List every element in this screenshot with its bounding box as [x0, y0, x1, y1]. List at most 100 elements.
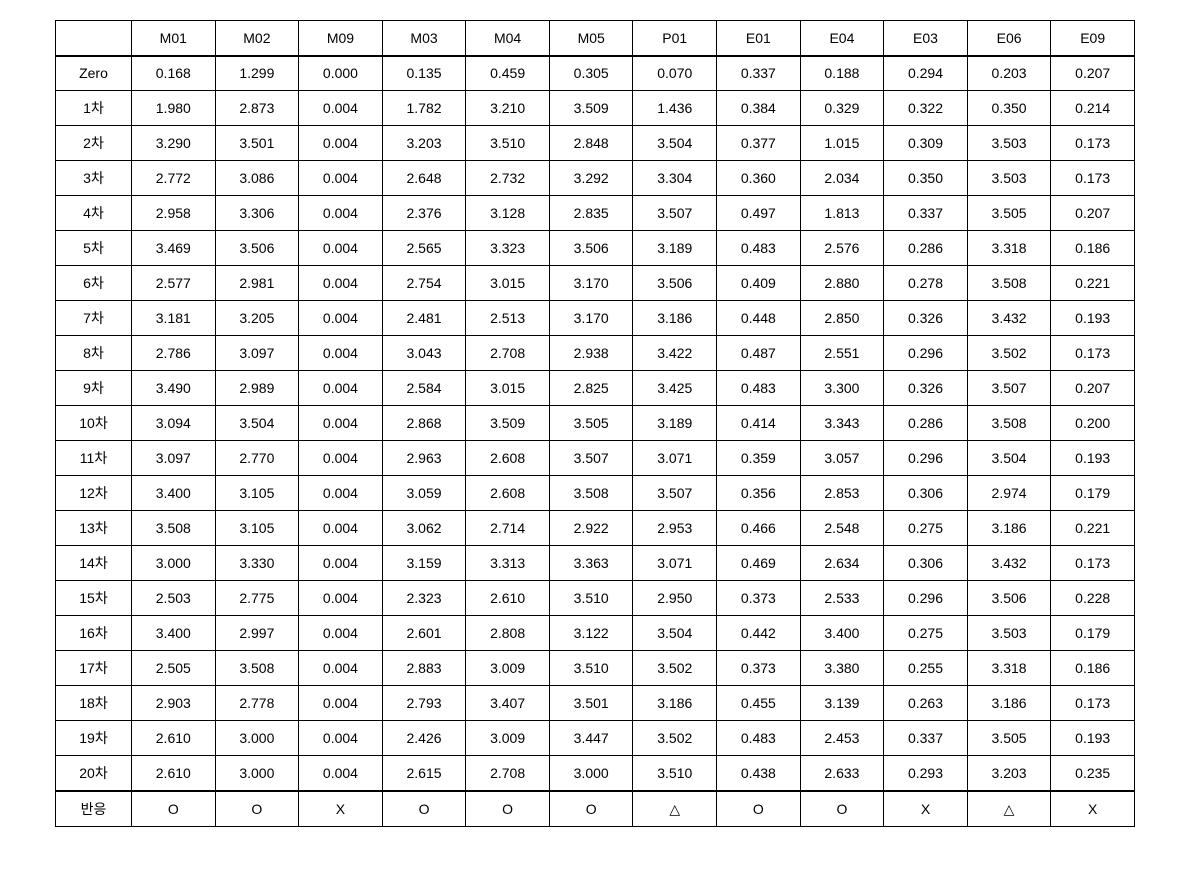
table-row: 8차2.7863.0970.0043.0432.7082.9383.4220.4…	[56, 336, 1135, 371]
table-cell: 3.510	[633, 756, 717, 792]
row-label: 5차	[56, 231, 132, 266]
table-cell: 3.105	[215, 511, 299, 546]
table-cell: 0.004	[299, 511, 383, 546]
row-label: 8차	[56, 336, 132, 371]
table-cell: 0.278	[884, 266, 968, 301]
table-cell: 0.004	[299, 371, 383, 406]
table-cell: 3.094	[132, 406, 216, 441]
table-cell: O	[800, 791, 884, 827]
table-cell: 3.203	[967, 756, 1051, 792]
table-cell: 3.203	[382, 126, 466, 161]
table-cell: 0.296	[884, 336, 968, 371]
table-cell: 0.255	[884, 651, 968, 686]
table-cell: 3.318	[967, 651, 1051, 686]
table-cell: 3.306	[215, 196, 299, 231]
table-cell: 3.508	[132, 511, 216, 546]
table-cell: 2.850	[800, 301, 884, 336]
table-cell: 3.508	[967, 266, 1051, 301]
table-cell: △	[633, 791, 717, 827]
table-cell: 3.506	[215, 231, 299, 266]
table-cell: 0.384	[717, 91, 801, 126]
table-cell: 3.323	[466, 231, 550, 266]
table-cell: 0.286	[884, 231, 968, 266]
table-cell: 2.808	[466, 616, 550, 651]
table-cell: 3.170	[549, 266, 633, 301]
table-cell: 0.188	[800, 56, 884, 91]
table-cell: 2.601	[382, 616, 466, 651]
table-cell: 0.004	[299, 756, 383, 792]
table-cell: 0.337	[884, 721, 968, 756]
table-row: 11차3.0972.7700.0042.9632.6083.5073.0710.…	[56, 441, 1135, 476]
table-cell: 3.122	[549, 616, 633, 651]
table-cell: 0.350	[967, 91, 1051, 126]
data-table: M01 M02 M09 M03 M04 M05 P01 E01 E04 E03 …	[55, 20, 1135, 827]
table-cell: 0.173	[1051, 161, 1135, 196]
table-cell: 2.873	[215, 91, 299, 126]
table-cell: 3.508	[549, 476, 633, 511]
table-cell: 0.228	[1051, 581, 1135, 616]
table-cell: 2.825	[549, 371, 633, 406]
table-cell: 2.848	[549, 126, 633, 161]
table-cell: 2.608	[466, 441, 550, 476]
table-cell: 3.400	[132, 616, 216, 651]
table-cell: 3.422	[633, 336, 717, 371]
table-cell: 3.510	[549, 651, 633, 686]
table-cell: 3.300	[800, 371, 884, 406]
table-cell: 2.953	[633, 511, 717, 546]
table-cell: 0.207	[1051, 371, 1135, 406]
table-row: 7차3.1813.2050.0042.4812.5133.1703.1860.4…	[56, 301, 1135, 336]
table-cell: 0.004	[299, 616, 383, 651]
table-cell: 2.778	[215, 686, 299, 721]
table-cell: 2.610	[466, 581, 550, 616]
table-cell: 3.507	[549, 441, 633, 476]
table-cell: 2.770	[215, 441, 299, 476]
table-cell: 0.483	[717, 371, 801, 406]
table-row: 13차3.5083.1050.0043.0622.7142.9222.9530.…	[56, 511, 1135, 546]
table-cell: 1.299	[215, 56, 299, 91]
table-cell: 0.466	[717, 511, 801, 546]
table-cell: 2.708	[466, 756, 550, 792]
column-header: M03	[382, 21, 466, 56]
table-cell: 3.425	[633, 371, 717, 406]
table-cell: 0.337	[884, 196, 968, 231]
table-cell: 3.097	[132, 441, 216, 476]
table-cell: 0.455	[717, 686, 801, 721]
table-cell: 3.009	[466, 651, 550, 686]
table-cell: 0.235	[1051, 756, 1135, 792]
table-cell: 1.782	[382, 91, 466, 126]
table-cell: 2.533	[800, 581, 884, 616]
table-row: 12차3.4003.1050.0043.0592.6083.5083.5070.…	[56, 476, 1135, 511]
table-cell: 2.772	[132, 161, 216, 196]
table-cell: 3.506	[549, 231, 633, 266]
table-row: 반응OOXOOO△OOX△X	[56, 791, 1135, 827]
table-cell: 0.350	[884, 161, 968, 196]
table-cell: 2.981	[215, 266, 299, 301]
row-label: 2차	[56, 126, 132, 161]
table-cell: 2.989	[215, 371, 299, 406]
table-cell: 0.337	[717, 56, 801, 91]
table-cell: 0.359	[717, 441, 801, 476]
table-cell: 0.193	[1051, 301, 1135, 336]
table-cell: 0.442	[717, 616, 801, 651]
table-cell: 2.880	[800, 266, 884, 301]
row-label: 14차	[56, 546, 132, 581]
table-row: 4차2.9583.3060.0042.3763.1282.8353.5070.4…	[56, 196, 1135, 231]
table-cell: 0.200	[1051, 406, 1135, 441]
table-cell: 3.304	[633, 161, 717, 196]
table-cell: 3.000	[215, 756, 299, 792]
table-cell: 3.490	[132, 371, 216, 406]
table-cell: 3.407	[466, 686, 550, 721]
table-cell: 2.577	[132, 266, 216, 301]
column-header: E09	[1051, 21, 1135, 56]
table-cell: 3.508	[215, 651, 299, 686]
table-cell: 0.004	[299, 441, 383, 476]
table-cell: 2.610	[132, 756, 216, 792]
table-row: 10차3.0943.5040.0042.8683.5093.5053.1890.…	[56, 406, 1135, 441]
table-cell: 3.205	[215, 301, 299, 336]
table-cell: 0.004	[299, 266, 383, 301]
table-cell: 3.071	[633, 441, 717, 476]
table-cell: O	[717, 791, 801, 827]
table-cell: 2.793	[382, 686, 466, 721]
table-cell: 0.004	[299, 721, 383, 756]
table-cell: 3.505	[967, 196, 1051, 231]
